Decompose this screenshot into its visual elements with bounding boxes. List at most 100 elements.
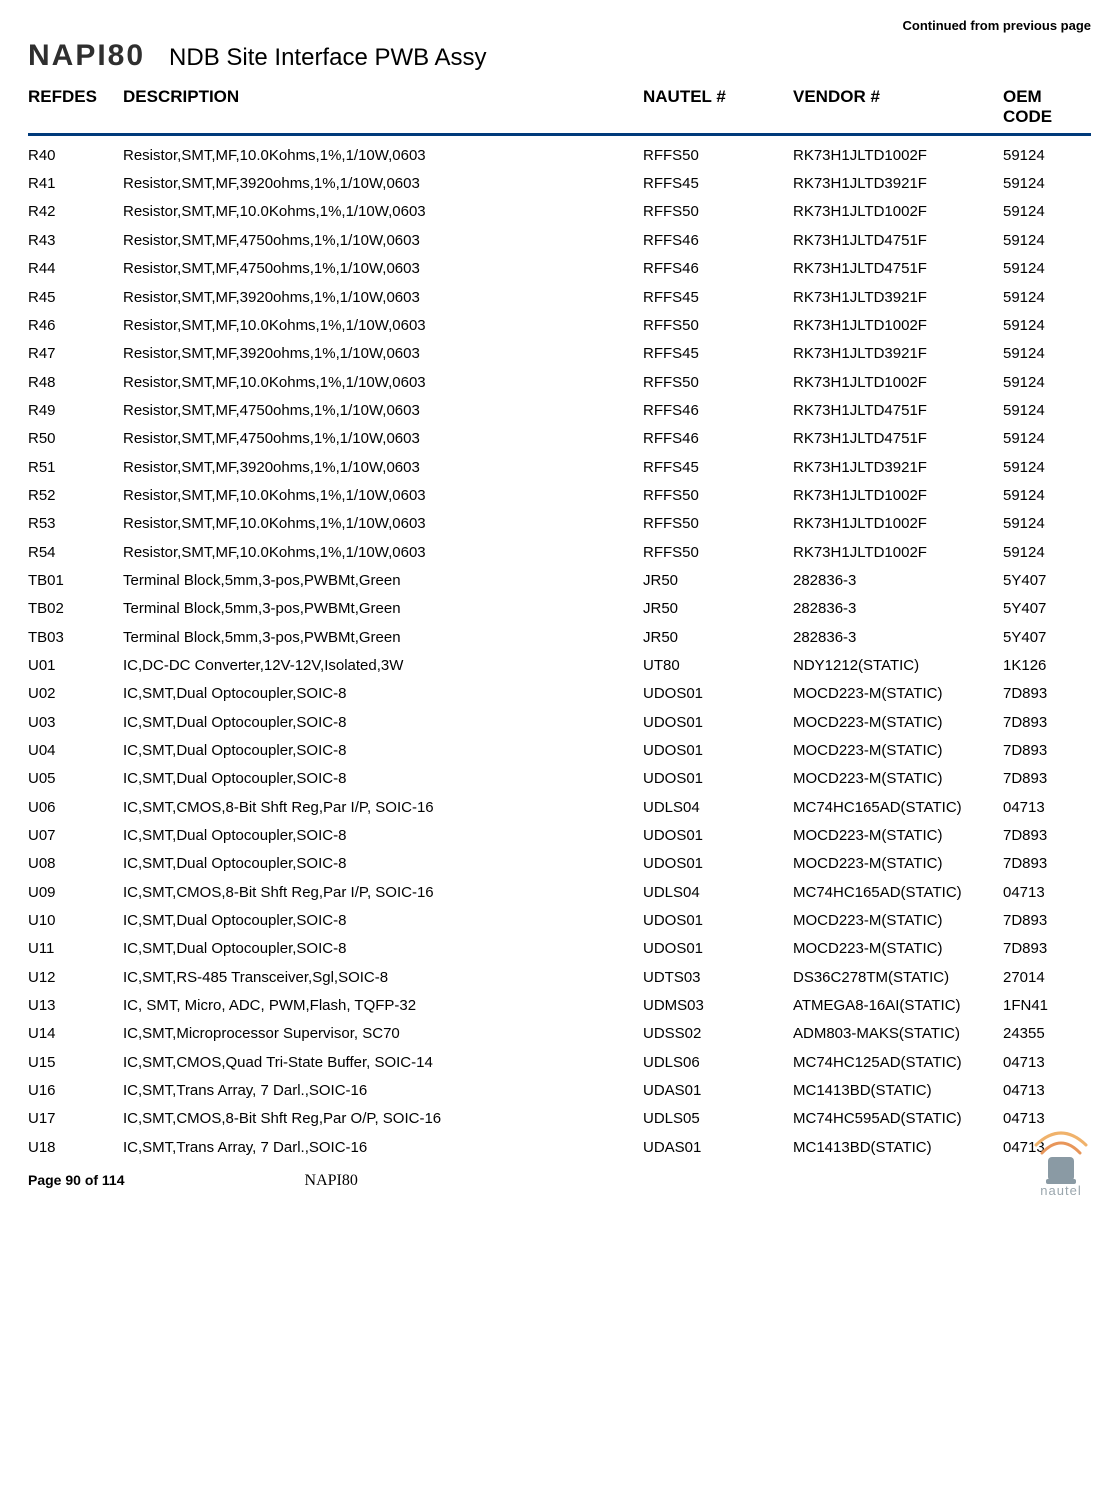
cell-description: IC,SMT,CMOS,8-Bit Shft Reg,Par I/P, SOIC…	[123, 884, 623, 903]
cell-vendor: RK73H1JLTD4751F	[793, 260, 1003, 279]
cell-description: Resistor,SMT,MF,3920ohms,1%,1/10W,0603	[123, 459, 623, 478]
cell-nautel: UT80	[623, 657, 793, 676]
cell-refdes: R46	[28, 317, 123, 336]
cell-refdes: R49	[28, 402, 123, 421]
table-row: U05IC,SMT,Dual Optocoupler,SOIC-8UDOS01M…	[28, 766, 1091, 794]
table-row: U17IC,SMT,CMOS,8-Bit Shft Reg,Par O/P, S…	[28, 1106, 1091, 1134]
table-row: U01IC,DC-DC Converter,12V-12V,Isolated,3…	[28, 652, 1091, 680]
table-row: R53Resistor,SMT,MF,10.0Kohms,1%,1/10W,06…	[28, 510, 1091, 538]
cell-description: Terminal Block,5mm,3-pos,PWBMt,Green	[123, 572, 623, 591]
cell-description: IC,SMT,Trans Array, 7 Darl.,SOIC-16	[123, 1082, 623, 1101]
cell-vendor: MOCD223-M(STATIC)	[793, 714, 1003, 733]
cell-refdes: TB02	[28, 600, 123, 619]
cell-oem: 59124	[1003, 289, 1091, 308]
cell-description: IC,SMT,CMOS,8-Bit Shft Reg,Par O/P, SOIC…	[123, 1110, 623, 1129]
cell-vendor: MOCD223-M(STATIC)	[793, 940, 1003, 959]
table-row: R40Resistor,SMT,MF,10.0Kohms,1%,1/10W,06…	[28, 142, 1091, 170]
cell-description: IC,SMT,Dual Optocoupler,SOIC-8	[123, 742, 623, 761]
cell-oem: 04713	[1003, 1082, 1091, 1101]
cell-description: Resistor,SMT,MF,3920ohms,1%,1/10W,0603	[123, 345, 623, 364]
cell-nautel: UDTS03	[623, 969, 793, 988]
cell-nautel: RFFS45	[623, 345, 793, 364]
cell-nautel: UDOS01	[623, 685, 793, 704]
cell-oem: 7D893	[1003, 912, 1091, 931]
col-header-refdes: REFDES	[28, 87, 123, 127]
table-row: TB02Terminal Block,5mm,3-pos,PWBMt,Green…	[28, 596, 1091, 624]
cell-description: IC,SMT,Dual Optocoupler,SOIC-8	[123, 714, 623, 733]
cell-description: Resistor,SMT,MF,4750ohms,1%,1/10W,0603	[123, 402, 623, 421]
cell-description: IC,SMT,CMOS,Quad Tri-State Buffer, SOIC-…	[123, 1054, 623, 1073]
table-row: R43Resistor,SMT,MF,4750ohms,1%,1/10W,060…	[28, 227, 1091, 255]
cell-description: IC,SMT,Microprocessor Supervisor, SC70	[123, 1025, 623, 1044]
table-row: U12IC,SMT,RS-485 Transceiver,Sgl,SOIC-8U…	[28, 964, 1091, 992]
cell-refdes: TB01	[28, 572, 123, 591]
cell-description: Resistor,SMT,MF,3920ohms,1%,1/10W,0603	[123, 175, 623, 194]
table-row: TB03Terminal Block,5mm,3-pos,PWBMt,Green…	[28, 624, 1091, 652]
table-row: U02IC,SMT,Dual Optocoupler,SOIC-8UDOS01M…	[28, 681, 1091, 709]
cell-nautel: RFFS46	[623, 430, 793, 449]
cell-description: IC,SMT,Dual Optocoupler,SOIC-8	[123, 940, 623, 959]
cell-oem: 59124	[1003, 402, 1091, 421]
cell-nautel: UDOS01	[623, 742, 793, 761]
cell-oem: 7D893	[1003, 742, 1091, 761]
cell-oem: 1FN41	[1003, 997, 1091, 1016]
cell-nautel: JR50	[623, 629, 793, 648]
cell-oem: 04713	[1003, 884, 1091, 903]
cell-refdes: R47	[28, 345, 123, 364]
nautel-logo-text: nautel	[1040, 1183, 1081, 1198]
cell-vendor: MC74HC165AD(STATIC)	[793, 799, 1003, 818]
cell-oem: 59124	[1003, 459, 1091, 478]
cell-oem: 7D893	[1003, 855, 1091, 874]
cell-refdes: R51	[28, 459, 123, 478]
col-header-description: DESCRIPTION	[123, 87, 623, 127]
cell-description: IC,SMT,Dual Optocoupler,SOIC-8	[123, 770, 623, 789]
nautel-logo: nautel	[1021, 1118, 1101, 1198]
cell-nautel: UDLS04	[623, 884, 793, 903]
cell-oem: 5Y407	[1003, 572, 1091, 591]
cell-description: Resistor,SMT,MF,10.0Kohms,1%,1/10W,0603	[123, 203, 623, 222]
table-row: R52Resistor,SMT,MF,10.0Kohms,1%,1/10W,06…	[28, 482, 1091, 510]
table-row: R47Resistor,SMT,MF,3920ohms,1%,1/10W,060…	[28, 340, 1091, 368]
cell-oem: 04713	[1003, 1054, 1091, 1073]
cell-description: IC,SMT,RS-485 Transceiver,Sgl,SOIC-8	[123, 969, 623, 988]
table-row: R50Resistor,SMT,MF,4750ohms,1%,1/10W,060…	[28, 425, 1091, 453]
cell-vendor: MOCD223-M(STATIC)	[793, 827, 1003, 846]
cell-oem: 59124	[1003, 544, 1091, 563]
cell-nautel: RFFS45	[623, 289, 793, 308]
table-row: U09IC,SMT,CMOS,8-Bit Shft Reg,Par I/P, S…	[28, 879, 1091, 907]
cell-nautel: JR50	[623, 572, 793, 591]
cell-description: Resistor,SMT,MF,10.0Kohms,1%,1/10W,0603	[123, 544, 623, 563]
table-row: R41Resistor,SMT,MF,3920ohms,1%,1/10W,060…	[28, 170, 1091, 198]
cell-refdes: R40	[28, 147, 123, 166]
page-number-label: Page 90 of 114	[28, 1172, 125, 1188]
table-row: R54Resistor,SMT,MF,10.0Kohms,1%,1/10W,06…	[28, 539, 1091, 567]
cell-refdes: R48	[28, 374, 123, 393]
cell-nautel: UDSS02	[623, 1025, 793, 1044]
cell-vendor: RK73H1JLTD1002F	[793, 317, 1003, 336]
cell-nautel: UDLS04	[623, 799, 793, 818]
table-row: U18IC,SMT,Trans Array, 7 Darl.,SOIC-16UD…	[28, 1134, 1091, 1162]
cell-description: Terminal Block,5mm,3-pos,PWBMt,Green	[123, 600, 623, 619]
cell-nautel: RFFS46	[623, 260, 793, 279]
cell-description: Resistor,SMT,MF,10.0Kohms,1%,1/10W,0603	[123, 487, 623, 506]
cell-oem: 04713	[1003, 799, 1091, 818]
cell-description: IC,SMT,Dual Optocoupler,SOIC-8	[123, 855, 623, 874]
cell-vendor: MC1413BD(STATIC)	[793, 1082, 1003, 1101]
cell-refdes: U09	[28, 884, 123, 903]
cell-vendor: ATMEGA8-16AI(STATIC)	[793, 997, 1003, 1016]
cell-nautel: UDOS01	[623, 827, 793, 846]
cell-vendor: ADM803-MAKS(STATIC)	[793, 1025, 1003, 1044]
cell-refdes: U07	[28, 827, 123, 846]
cell-description: Resistor,SMT,MF,10.0Kohms,1%,1/10W,0603	[123, 515, 623, 534]
cell-refdes: R41	[28, 175, 123, 194]
table-row: U04IC,SMT,Dual Optocoupler,SOIC-8UDOS01M…	[28, 737, 1091, 765]
cell-refdes: R42	[28, 203, 123, 222]
table-row: U07IC,SMT,Dual Optocoupler,SOIC-8UDOS01M…	[28, 822, 1091, 850]
cell-vendor: RK73H1JLTD4751F	[793, 402, 1003, 421]
cell-oem: 59124	[1003, 317, 1091, 336]
cell-description: Resistor,SMT,MF,10.0Kohms,1%,1/10W,0603	[123, 317, 623, 336]
cell-vendor: DS36C278TM(STATIC)	[793, 969, 1003, 988]
table-row: U13IC, SMT, Micro, ADC, PWM,Flash, TQFP-…	[28, 992, 1091, 1020]
cell-refdes: TB03	[28, 629, 123, 648]
cell-refdes: R53	[28, 515, 123, 534]
